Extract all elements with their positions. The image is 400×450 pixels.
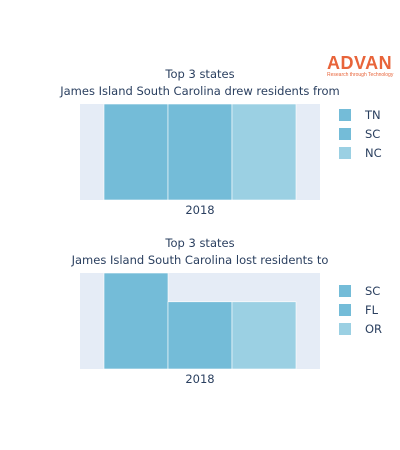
logo-tagline: Research through Technology — [327, 72, 394, 78]
legend-swatch-nc-0 — [339, 147, 351, 159]
bar-sc-0 — [167, 103, 233, 201]
legend-swatch-or-1 — [339, 323, 351, 335]
legend-label-fl-1: FL — [365, 303, 379, 317]
bar-fl-1 — [167, 301, 233, 370]
x-tick-label-0: 2018 — [185, 203, 214, 217]
bar-tn-0 — [103, 103, 169, 201]
bar-nc-0 — [231, 103, 297, 201]
legend-swatch-tn-0 — [339, 109, 351, 121]
legend-swatch-sc-1 — [339, 285, 351, 297]
chart-subtitle-1: James Island South Carolina lost residen… — [71, 253, 329, 267]
legend-label-or-1: OR — [365, 322, 382, 336]
bar-sc-1 — [103, 272, 169, 370]
logo-wordmark: ADVAN — [327, 53, 393, 73]
chart-title-0: Top 3 states — [164, 67, 234, 81]
x-tick-label-1: 2018 — [185, 372, 214, 386]
legend-label-nc-0: NC — [365, 146, 382, 160]
chart-subtitle-0: James Island South Carolina drew residen… — [59, 84, 340, 98]
legend-label-sc-0: SC — [365, 127, 380, 141]
legend-label-sc-1: SC — [365, 284, 380, 298]
chart-title-1: Top 3 states — [164, 236, 234, 250]
advan-logo: ADVAN Research through Technology — [327, 54, 393, 78]
legend-swatch-fl-1 — [339, 304, 351, 316]
legend-label-tn-0: TN — [364, 108, 381, 122]
legend-swatch-sc-0 — [339, 128, 351, 140]
bar-or-1 — [231, 301, 297, 370]
